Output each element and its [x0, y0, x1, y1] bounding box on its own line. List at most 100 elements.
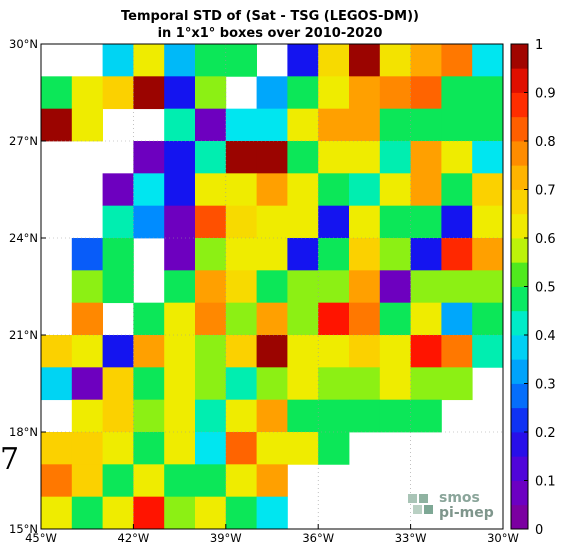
heatmap-cell [256, 302, 288, 336]
colorbar-segment [511, 480, 528, 506]
heatmap-cell [225, 44, 257, 77]
heatmap-cell [379, 238, 411, 271]
heatmap-cell [225, 496, 257, 530]
colorbar-segment [511, 504, 528, 530]
heatmap-cell [379, 399, 411, 433]
heatmap-cell [102, 270, 134, 304]
logo-text-pi-mep: pi-mep [439, 505, 494, 521]
heatmap-cell [256, 399, 288, 433]
heatmap-cell [164, 270, 196, 304]
heatmap-cell [318, 108, 350, 142]
heatmap-cell [256, 335, 288, 368]
x-tick-label: 36°W [302, 531, 334, 545]
heatmap-cell [441, 44, 473, 77]
colorbar-segment [511, 238, 528, 263]
heatmap-cell [379, 141, 411, 174]
heatmap-cell [71, 76, 103, 110]
heatmap-cell [133, 44, 165, 77]
heatmap-cell [71, 335, 103, 368]
colorbar-tick-label: 0.3 [535, 378, 556, 393]
heatmap-cell [71, 367, 103, 401]
heatmap-cell [379, 205, 411, 239]
heatmap-cell [318, 335, 350, 368]
colorbar-segment [511, 383, 528, 409]
x-tick-label: 39°W [210, 531, 242, 545]
colorbar-tick-label: 0.1 [535, 475, 556, 490]
heatmap-cell [256, 270, 288, 304]
colorbar-tick-label: 0 [535, 523, 543, 538]
heatmap-cell [287, 335, 319, 368]
heatmap-cell [318, 432, 350, 465]
heatmap-cell [318, 141, 350, 174]
heatmap-cell [133, 496, 165, 530]
heatmap-cell [287, 238, 319, 271]
heatmap-cell [441, 205, 473, 239]
heatmap-cell [71, 432, 103, 465]
heatmap-cell [287, 399, 319, 433]
heatmap-cell [102, 464, 134, 498]
heatmap-cell [195, 141, 227, 174]
heatmap-cell [195, 238, 227, 271]
heatmap-cell [256, 141, 288, 174]
heatmap-cell [349, 141, 381, 174]
heatmap-cell [410, 367, 442, 401]
heatmap-cell [287, 173, 319, 207]
x-tick-label: 45°W [25, 531, 57, 545]
heatmap-cell [133, 464, 165, 498]
heatmap-cell [472, 141, 504, 174]
heatmap-cell [318, 76, 350, 110]
smos-pi-mep-logo: smos pi-mep [408, 490, 494, 521]
heatmap-cell [379, 367, 411, 401]
heatmap-cell [410, 238, 442, 271]
logo-text-smos: smos [439, 490, 480, 506]
heatmap-cell [410, 205, 442, 239]
heatmap-cell [287, 432, 319, 465]
heatmap-cell [472, 173, 504, 207]
heatmap-cell [133, 432, 165, 465]
heatmap-cell [133, 205, 165, 239]
heatmap-cell [133, 141, 165, 174]
heatmap-cell [441, 270, 473, 304]
heatmap-cell [133, 367, 165, 401]
colorbar [510, 43, 529, 530]
heatmap-cell [102, 238, 134, 271]
heatmap-cell [195, 108, 227, 142]
heatmap-cell [349, 76, 381, 110]
heatmap-cell [195, 432, 227, 465]
heatmap-cell [164, 464, 196, 498]
heatmap-cell [379, 173, 411, 207]
colorbar-segment [511, 165, 528, 190]
heatmap-cell [256, 367, 288, 401]
heatmap-cell [318, 44, 350, 77]
heatmap-cell [441, 302, 473, 336]
heatmap-cell [441, 367, 473, 401]
heatmap-cell [287, 367, 319, 401]
heatmap-cell [410, 173, 442, 207]
heatmap-cell [102, 173, 134, 207]
heatmap-cell [195, 367, 227, 401]
heatmap-cell [349, 367, 381, 401]
heatmap-cell [225, 205, 257, 239]
heatmap-cell [102, 76, 134, 110]
y-tick-label: 27°N [9, 134, 38, 148]
colorbar-segment [511, 407, 528, 433]
heatmap-cell [225, 335, 257, 368]
heatmap-cell [287, 205, 319, 239]
x-tick-label: 33°W [395, 531, 427, 545]
heatmap-cell [256, 205, 288, 239]
heatmap-cell [102, 44, 134, 77]
y-tick-label: 30°N [9, 37, 38, 51]
colorbar-segment [511, 456, 528, 481]
logo-square [419, 494, 428, 503]
heatmap-cell [164, 367, 196, 401]
heatmap-cell [472, 205, 504, 239]
heatmap-cell [195, 270, 227, 304]
heatmap-cell [195, 464, 227, 498]
y-tick-label: 18°N [9, 425, 38, 439]
heatmap-cell [318, 238, 350, 271]
colorbar-tick-label: 1 [535, 38, 543, 53]
heatmap-cell [256, 496, 288, 530]
heatmap-cell [379, 76, 411, 110]
colorbar-segment [511, 141, 528, 166]
heatmap-cell [410, 141, 442, 174]
